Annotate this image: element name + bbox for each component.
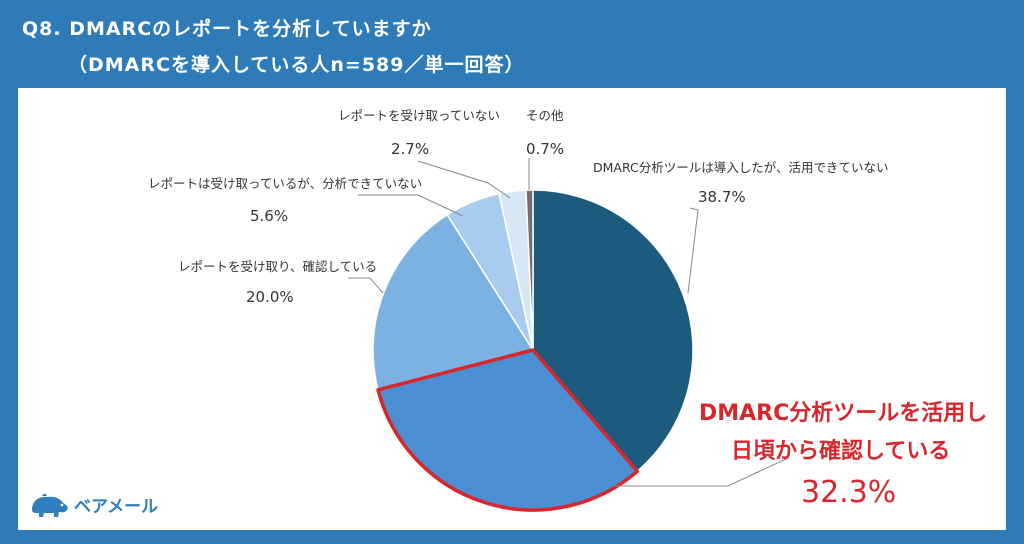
slice-value-analysis-tool-used: 32.3% (801, 475, 896, 510)
chart-card: DMARC分析ツールは導入したが、活用できていない 38.7% DMARC分析ツ… (18, 88, 1006, 530)
slice-label-analysis-tool-used-line1: DMARC分析ツールを活用し (699, 401, 987, 426)
chart-title-line2: （DMARCを導入している人n=589／単一回答） (68, 54, 525, 76)
slice-value-receive-not-analyzed: 5.6% (250, 207, 288, 225)
slice-value-receive-and-check: 20.0% (246, 288, 294, 306)
slice-label-receive-not-analyzed: レポートは受け取っているが、分析できていない (148, 176, 422, 191)
slice-value-other: 0.7% (526, 140, 564, 158)
leader-line-receive-and-check (348, 277, 384, 294)
leader-line-analysis-tool-unused (687, 207, 699, 294)
slice-label-receive-and-check: レポートを受け取り、確認している (178, 259, 377, 274)
chart-title-line1: Q8. DMARCのレポートを分析していますか (22, 18, 432, 40)
brand-logo: ベアメール (28, 490, 158, 518)
pie-slice-other (525, 189, 534, 351)
slice-value-analysis-tool-unused: 38.7% (698, 188, 746, 206)
slice-label-analysis-tool-used-line2: 日頃から確認している (731, 438, 950, 464)
slice-label-analysis-tool-unused: DMARC分析ツールは導入したが、活用できていない (593, 160, 889, 175)
bear-mascot-icon (32, 493, 68, 517)
leader-line-not-received (417, 160, 511, 199)
pie-slice-analysis-tool-unused (532, 189, 694, 473)
pie-chart: DMARC分析ツールは導入したが、活用できていない 38.7% DMARC分析ツ… (148, 108, 987, 512)
slice-label-other: その他 (526, 108, 564, 123)
pie-slice-analysis-tool-used (376, 348, 640, 512)
leader-line-analysis-tool-used (613, 457, 789, 487)
slice-value-not-received: 2.7% (391, 140, 429, 158)
brand-name: ベアメール (74, 496, 159, 517)
pie-slice-receive-and-check (372, 213, 535, 391)
slice-label-not-received: レポートを受け取っていない (338, 108, 500, 123)
leader-line-receive-not-analyzed (358, 194, 464, 217)
